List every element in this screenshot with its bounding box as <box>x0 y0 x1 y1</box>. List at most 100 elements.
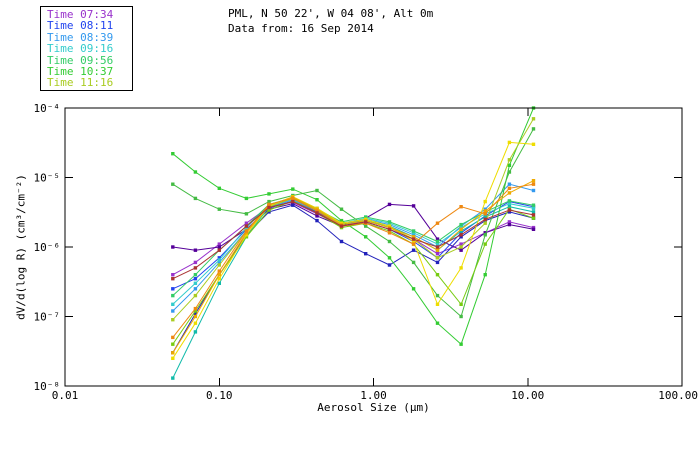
data-point-marker <box>411 287 416 291</box>
data-point-marker <box>364 235 368 239</box>
data-point-marker <box>193 321 198 325</box>
series-unlabeled-15 <box>171 199 536 281</box>
data-point-marker <box>315 214 319 218</box>
data-point-marker <box>244 233 249 237</box>
series-unlabeled-14 <box>171 182 536 340</box>
data-point-marker <box>507 202 512 206</box>
data-point-marker <box>435 321 440 325</box>
data-point-marker <box>411 229 416 233</box>
data-point-marker <box>315 188 319 193</box>
data-point-marker <box>171 356 175 360</box>
data-point-marker <box>267 205 271 210</box>
data-point-marker <box>217 258 221 262</box>
y-axis-label: dV/d(log R) (cm³/cm⁻²) <box>14 174 28 320</box>
data-point-marker <box>244 212 249 216</box>
data-point-marker <box>483 209 487 213</box>
data-point-marker <box>531 206 536 210</box>
data-point-marker <box>507 163 512 167</box>
data-point-marker <box>483 231 487 235</box>
data-point-marker <box>171 376 175 380</box>
data-point-marker <box>217 186 221 190</box>
data-point-marker <box>291 199 295 204</box>
data-point-marker <box>459 342 463 346</box>
data-point-marker <box>364 220 368 224</box>
data-point-marker <box>507 222 512 227</box>
data-point-marker <box>531 127 536 131</box>
data-point-marker <box>435 260 440 265</box>
data-point-marker <box>531 216 536 220</box>
data-point-marker <box>193 309 198 313</box>
data-point-marker <box>459 314 463 319</box>
data-point-marker <box>483 242 487 246</box>
data-point-marker <box>193 196 198 201</box>
data-point-marker <box>193 277 198 281</box>
data-point-marker <box>315 211 319 215</box>
data-point-marker <box>411 233 416 237</box>
data-point-marker <box>193 293 198 298</box>
legend-box: Time 07:34 Time 08:11 Time 08:39 Time 09:16… <box>40 6 133 91</box>
data-point-marker <box>193 260 198 265</box>
data-point-marker <box>339 218 344 223</box>
x-tick-label: 100.00 <box>658 389 698 402</box>
legend-entry: Time 09:56 <box>47 53 114 67</box>
data-point-marker <box>267 202 271 207</box>
data-point-marker <box>459 245 463 249</box>
data-point-marker <box>435 273 440 277</box>
data-point-marker <box>364 252 368 256</box>
data-point-marker <box>339 207 344 211</box>
data-point-marker <box>217 248 221 252</box>
data-point-marker <box>387 239 392 244</box>
series-line <box>172 107 534 346</box>
data-point-marker <box>171 342 175 346</box>
data-point-marker <box>459 222 463 227</box>
data-point-marker <box>507 140 512 145</box>
data-point-marker <box>193 273 198 277</box>
data-point-marker <box>459 225 463 230</box>
data-point-marker <box>411 260 416 265</box>
data-point-marker <box>267 210 271 214</box>
x-tick-label: 0.10 <box>206 389 233 402</box>
data-point-marker <box>411 204 416 208</box>
legend-entry: Time 11:16 <box>47 76 114 90</box>
data-point-marker <box>364 224 368 228</box>
data-point-marker <box>193 248 198 252</box>
y-tick-label: 10⁻⁴ <box>34 102 61 115</box>
data-point-marker <box>244 231 249 235</box>
series-time-10-37 <box>171 106 536 346</box>
x-axis-label: Aerosol Size (μm) <box>317 401 430 414</box>
data-point-marker <box>217 256 221 260</box>
data-point-marker <box>171 302 175 306</box>
series-line <box>172 204 534 354</box>
data-point-marker <box>483 199 487 204</box>
data-point-marker <box>483 221 487 225</box>
data-point-marker <box>387 227 392 231</box>
x-tick-label: 1.00 <box>360 389 387 402</box>
data-point-marker <box>387 231 392 235</box>
y-tick-label: 10⁻⁵ <box>34 172 61 185</box>
data-point-marker <box>171 351 175 355</box>
data-point-marker <box>507 205 512 209</box>
data-point-marker <box>171 318 175 322</box>
data-point-marker <box>459 205 463 209</box>
legend-entry: Time 08:39 <box>47 30 114 44</box>
data-point-marker <box>217 242 221 246</box>
data-point-marker <box>459 227 463 231</box>
data-point-marker <box>435 242 440 246</box>
data-point-marker <box>483 207 487 211</box>
data-point-marker <box>387 225 392 230</box>
data-point-marker <box>459 235 463 239</box>
data-point-marker <box>315 207 319 211</box>
data-point-marker <box>171 277 175 281</box>
data-point-marker <box>193 266 198 270</box>
series-line <box>172 141 534 359</box>
data-point-marker <box>244 229 249 233</box>
data-point-marker <box>217 245 221 249</box>
data-point-marker <box>217 269 221 273</box>
data-point-marker <box>411 248 416 252</box>
data-point-marker <box>193 314 198 319</box>
y-tick-label: 10⁻⁶ <box>34 241 61 254</box>
chart-title-line1: PML, N 50 22', W 04 08', Alt 0m <box>228 7 434 20</box>
series-line <box>172 183 534 338</box>
data-point-marker <box>507 182 512 186</box>
legend-entry: Time 08:11 <box>47 19 114 33</box>
